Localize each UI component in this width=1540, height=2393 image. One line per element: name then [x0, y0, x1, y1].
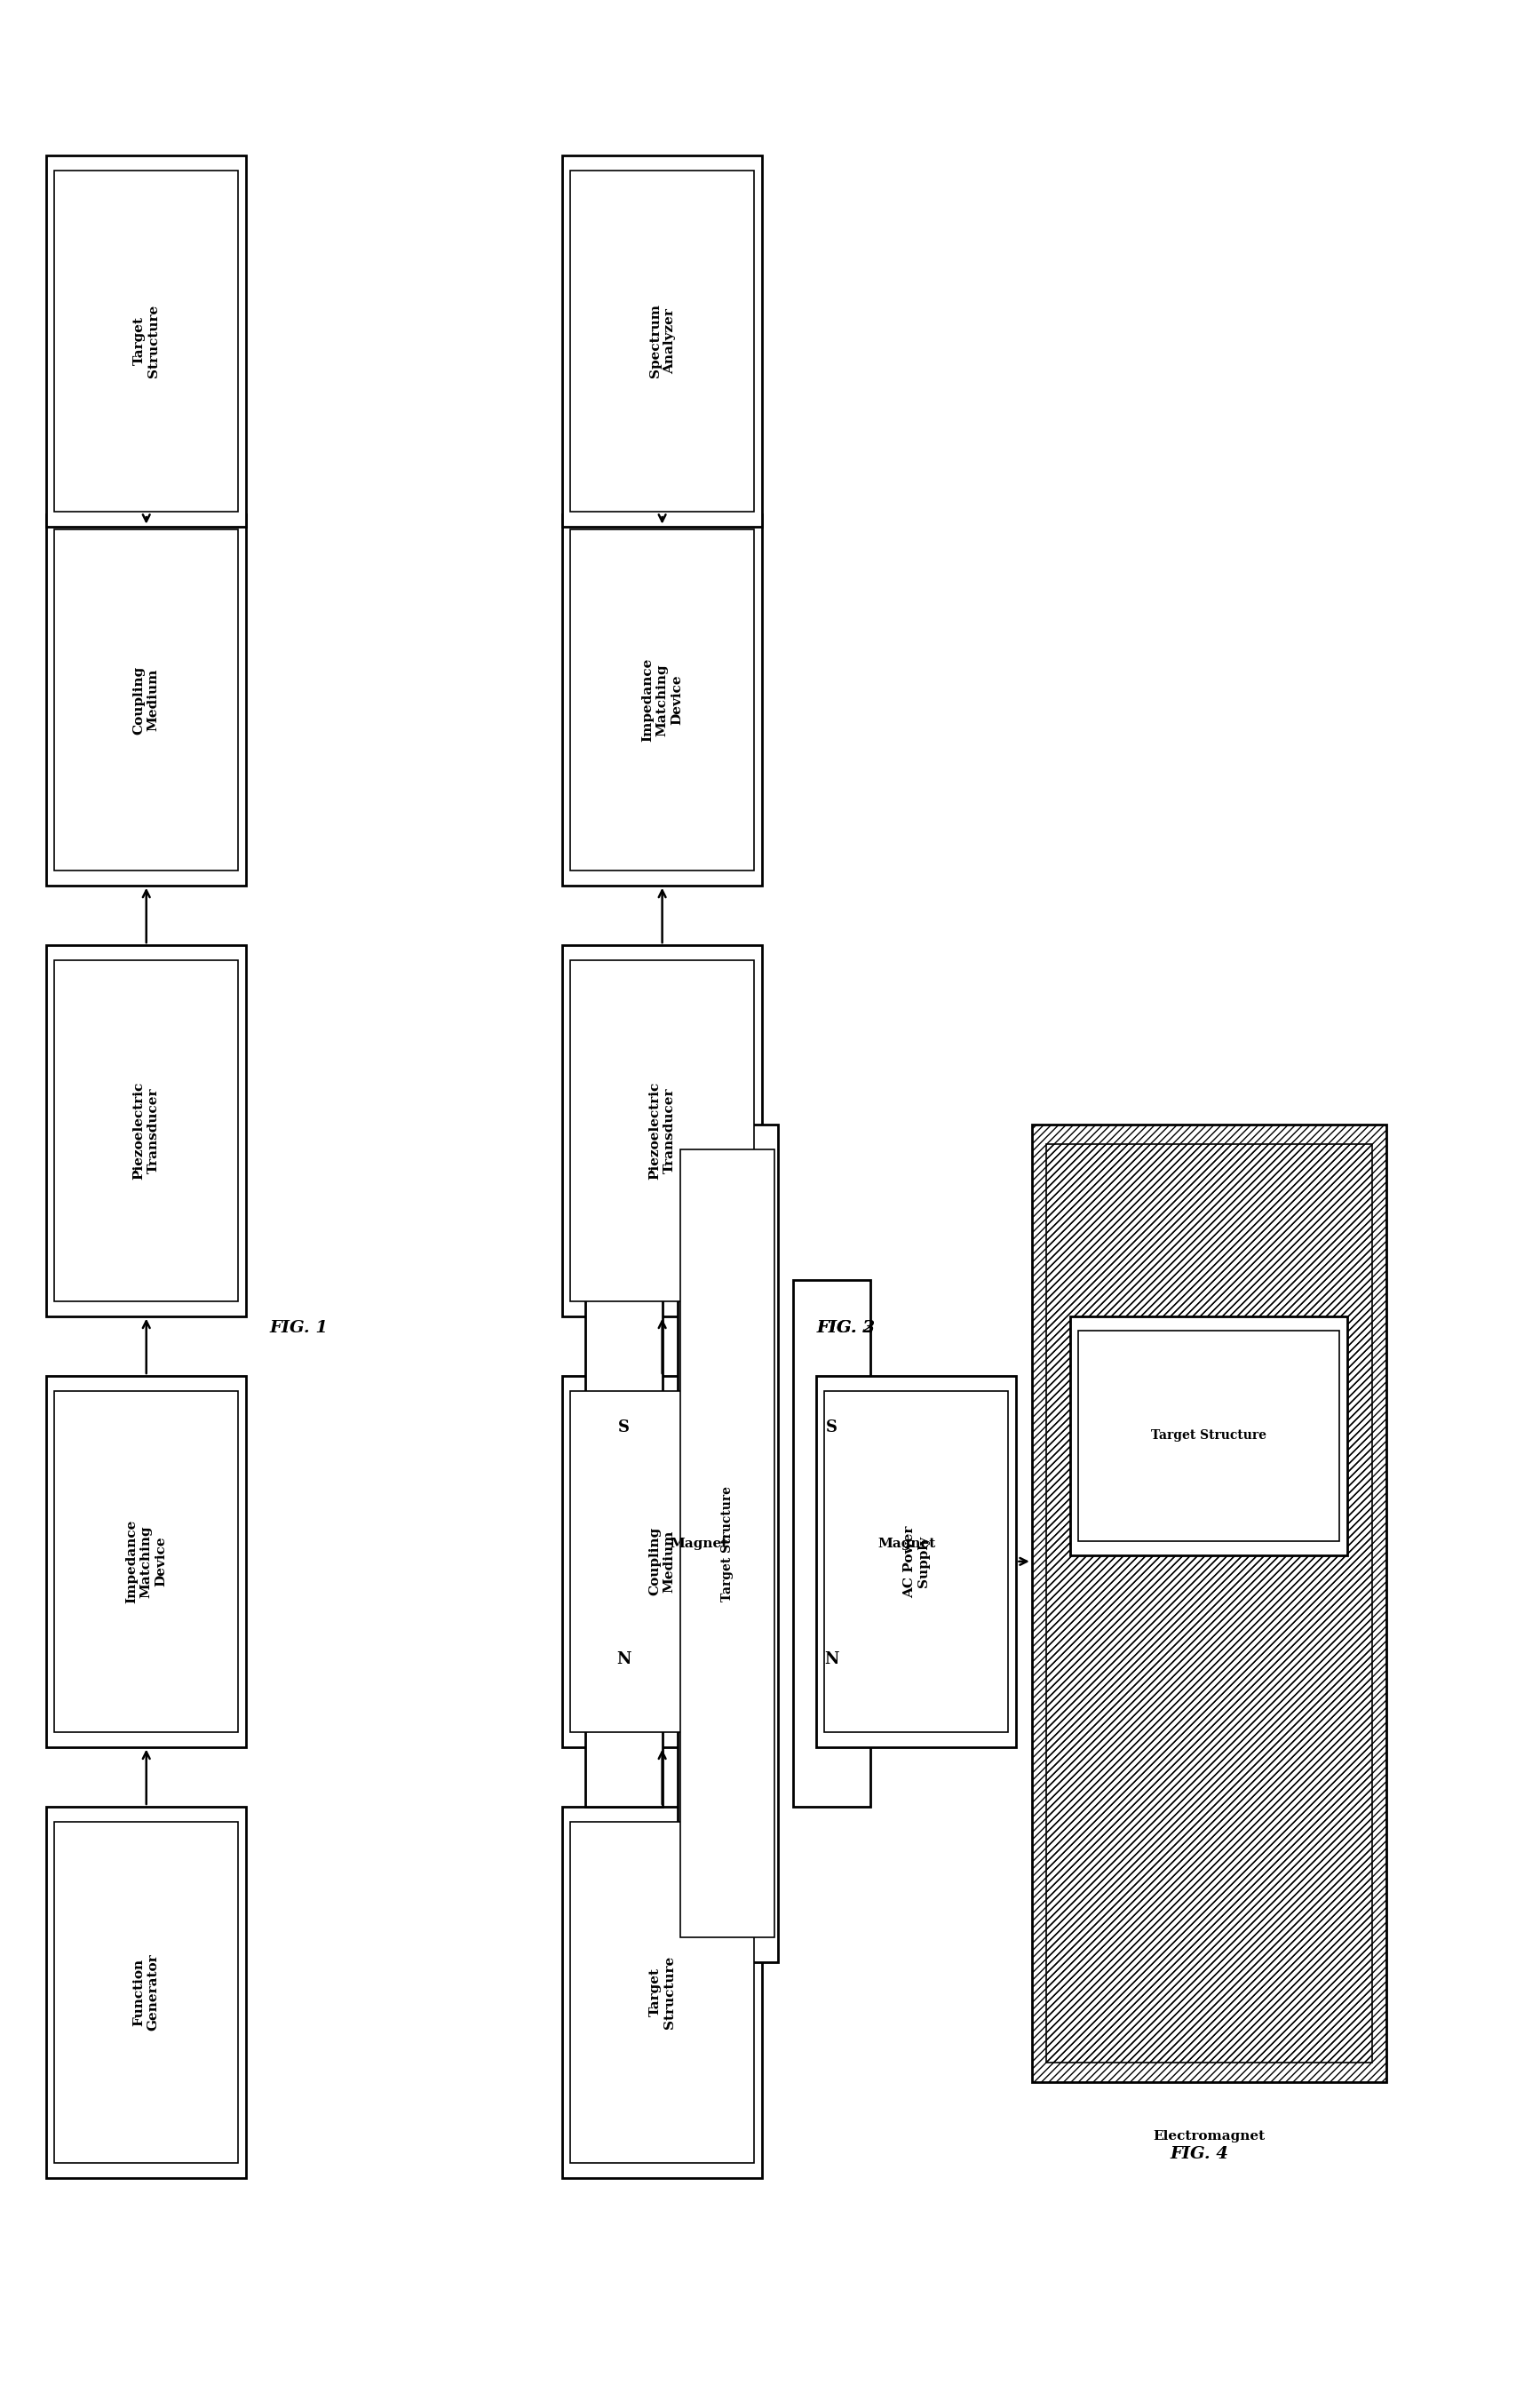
Bar: [562, 945, 762, 1316]
Bar: [1078, 1331, 1340, 1541]
Text: Function
Generator: Function Generator: [132, 1953, 160, 2032]
Bar: [570, 1390, 755, 1733]
Bar: [46, 945, 246, 1316]
Bar: [585, 1280, 662, 1807]
Text: N: N: [616, 1651, 631, 1668]
Text: S: S: [825, 1419, 838, 1436]
Text: FIG. 4: FIG. 4: [1170, 2147, 1229, 2161]
Bar: [570, 529, 755, 871]
Text: Impedance
Matching
Device: Impedance Matching Device: [642, 658, 682, 742]
Bar: [54, 529, 239, 871]
Bar: [570, 1821, 755, 2163]
Text: Target Structure: Target Structure: [721, 1486, 735, 1601]
Text: FIG. 2: FIG. 2: [816, 1321, 875, 1335]
Bar: [793, 1280, 870, 1807]
Bar: [678, 1125, 778, 1962]
Bar: [1032, 1125, 1386, 2082]
Text: FIG. 1: FIG. 1: [270, 1321, 328, 1335]
Bar: [570, 170, 755, 512]
Text: Electromagnet: Electromagnet: [1153, 2130, 1264, 2142]
Text: Spectrum
Analyzer: Spectrum Analyzer: [648, 304, 676, 378]
Text: S: S: [618, 1419, 630, 1436]
Bar: [54, 170, 239, 512]
Bar: [562, 1807, 762, 2178]
Bar: [570, 960, 755, 1302]
Bar: [54, 960, 239, 1302]
Text: Target
Structure: Target Structure: [132, 304, 160, 378]
Bar: [46, 1807, 246, 2178]
Text: Coupling
Medium: Coupling Medium: [648, 1527, 676, 1596]
Bar: [824, 1390, 1009, 1733]
Text: Impedance
Matching
Device: Impedance Matching Device: [126, 1520, 166, 1603]
Text: N: N: [824, 1651, 839, 1668]
Text: Piezoelectric
Transducer: Piezoelectric Transducer: [132, 1082, 160, 1180]
Bar: [1046, 1144, 1372, 2063]
Text: Piezoelectric
Transducer: Piezoelectric Transducer: [648, 1082, 676, 1180]
Text: Magnet: Magnet: [878, 1536, 936, 1551]
Bar: [54, 1390, 239, 1733]
Text: AC Power
Supply: AC Power Supply: [902, 1524, 930, 1599]
Text: Target
Structure: Target Structure: [648, 1955, 676, 2029]
Text: Coupling
Medium: Coupling Medium: [132, 665, 160, 735]
Text: Magnet: Magnet: [670, 1536, 728, 1551]
Bar: [562, 1376, 762, 1747]
Bar: [816, 1376, 1016, 1747]
Bar: [54, 1821, 239, 2163]
Text: Target Structure: Target Structure: [1152, 1429, 1266, 1443]
Bar: [562, 514, 762, 885]
Bar: [46, 1376, 246, 1747]
Bar: [681, 1151, 775, 1938]
Bar: [46, 156, 246, 526]
Bar: [562, 156, 762, 526]
Bar: [1070, 1316, 1348, 1555]
Text: FIG. 3: FIG. 3: [816, 1321, 875, 1335]
Bar: [46, 514, 246, 885]
